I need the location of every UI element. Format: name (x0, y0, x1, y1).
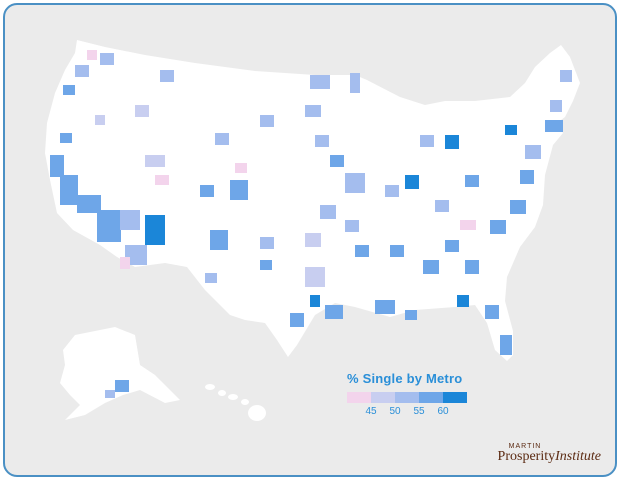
metro-area (75, 65, 89, 77)
metro-area (235, 163, 247, 173)
metro-area (305, 267, 325, 287)
metro-area (505, 125, 517, 135)
metro-area (445, 135, 459, 149)
metro-area (155, 175, 169, 185)
metro-area (423, 260, 439, 274)
metro-area (290, 313, 304, 327)
legend-swatch (395, 392, 419, 403)
metro-area (305, 233, 321, 247)
metro-area (215, 133, 229, 145)
metro-area (465, 260, 479, 274)
metro-area (60, 133, 72, 143)
logo-line-2: ProsperityInstitute (491, 449, 601, 465)
legend-swatch (371, 392, 395, 403)
legend-tick-label: 45 (365, 406, 377, 417)
metro-area (385, 185, 399, 197)
metro-area (525, 145, 541, 159)
metro-area (210, 230, 228, 250)
metro-area (125, 245, 147, 265)
legend-tick-label: 50 (389, 406, 401, 417)
metro-area (320, 205, 336, 219)
metro-area (510, 200, 526, 214)
metro-area (345, 220, 359, 232)
metro-area (420, 135, 434, 147)
legend-tick-label: 55 (413, 406, 425, 417)
metro-area (355, 245, 369, 257)
metro-area (230, 180, 248, 200)
metro-area (520, 170, 534, 184)
metro-area (305, 105, 321, 117)
metro-area (445, 240, 459, 252)
hawaii-islands (205, 384, 266, 421)
legend-swatch (443, 392, 467, 403)
logo-prosperity: Prosperity (497, 449, 556, 464)
metro-area (460, 220, 476, 230)
metro-area (260, 237, 274, 249)
metro-area (200, 185, 214, 197)
metro-area (145, 155, 165, 167)
metro-area (350, 73, 360, 93)
metro-area (500, 335, 512, 355)
metro-area (50, 155, 64, 177)
metro-area (105, 390, 115, 398)
metro-area (260, 115, 274, 127)
metro-area (97, 210, 121, 242)
logo-institute: Institute (555, 449, 601, 464)
metro-area (315, 135, 329, 147)
metro-area (100, 53, 114, 65)
metro-area (160, 70, 174, 82)
metro-area (310, 75, 330, 89)
metro-area (115, 380, 129, 392)
logo-line-1: MARTIN (508, 443, 542, 450)
metro-areas (50, 50, 572, 398)
metro-area (490, 220, 506, 234)
metro-area (63, 85, 75, 95)
metro-area (457, 295, 469, 307)
metro-area (135, 105, 149, 117)
legend-swatch (419, 392, 443, 403)
metro-area (560, 70, 572, 82)
metro-area (465, 175, 479, 187)
contiguous-us-shape (45, 40, 580, 361)
map-legend: % Single by Metro 45 50 55 60 (347, 371, 487, 420)
metro-area (77, 195, 101, 213)
legend-swatches (347, 392, 487, 403)
map-frame: % Single by Metro 45 50 55 60 MARTIN Prospe… (3, 3, 617, 477)
legend-swatch (347, 392, 371, 403)
metro-area (120, 257, 130, 269)
metro-area (205, 273, 217, 283)
metro-area (485, 305, 499, 319)
metro-area (345, 173, 365, 193)
metro-area (310, 295, 320, 307)
metro-area (145, 215, 165, 245)
legend-tick-label: 60 (437, 406, 449, 417)
us-metro-map (45, 40, 580, 421)
martin-prosperity-institute-logo: MARTIN ProsperityInstitute (491, 443, 601, 465)
legend-ticks: 45 50 55 60 (347, 406, 487, 420)
metro-area (545, 120, 563, 132)
metro-area (375, 300, 395, 314)
metro-area (435, 200, 449, 212)
metro-area (330, 155, 344, 167)
metro-area (325, 305, 343, 319)
metro-area (95, 115, 105, 125)
metro-area (87, 50, 97, 60)
metro-area (405, 175, 419, 189)
alaska-shape (60, 327, 180, 420)
metro-area (260, 260, 272, 270)
legend-title: % Single by Metro (347, 371, 463, 386)
metro-area (390, 245, 404, 257)
metro-area (120, 210, 140, 230)
metro-area (60, 175, 78, 205)
metro-area (550, 100, 562, 112)
metro-area (405, 310, 417, 320)
